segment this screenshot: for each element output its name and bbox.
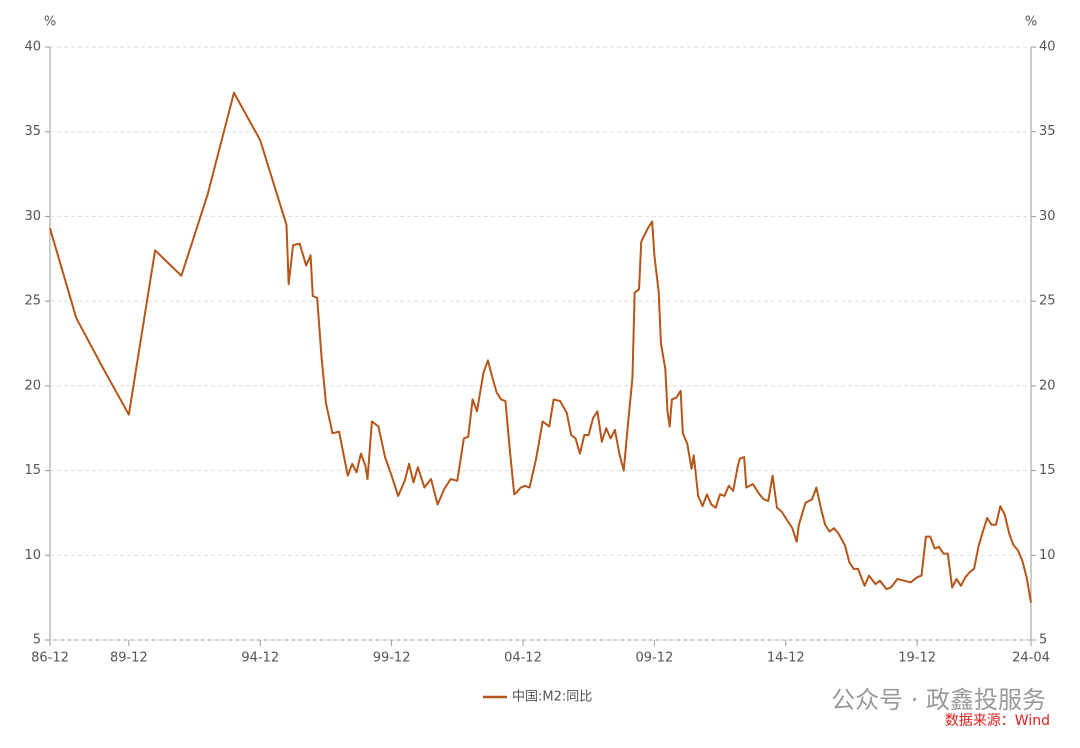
y-tick-label: 30 — [24, 209, 41, 224]
x-tick-label: 19-12 — [898, 651, 936, 666]
y2-tick-label: 5 — [1039, 633, 1047, 648]
y2-tick-label: 30 — [1039, 209, 1056, 224]
y-tick-label: 25 — [24, 294, 41, 309]
y2-unit: % — [1025, 15, 1037, 30]
source: 数据来源：Wind — [945, 713, 1050, 729]
x-tick-label: 14-12 — [767, 651, 805, 666]
x-tick-label: 86-12 — [31, 651, 69, 666]
y2-tick-label: 35 — [1039, 124, 1056, 139]
y-tick-label: 5 — [33, 633, 41, 648]
x-tick-label: 99-12 — [373, 651, 411, 666]
y2-tick-label: 25 — [1039, 294, 1056, 309]
legend-label: 中国:M2:同比 — [512, 690, 592, 705]
x-tick-label: 09-12 — [635, 651, 673, 666]
y-tick-label: 35 — [24, 124, 41, 139]
x-tick-label: 94-12 — [241, 651, 279, 666]
y-unit: % — [44, 15, 56, 30]
y-tick-label: 15 — [24, 463, 41, 478]
y2-tick-label: 20 — [1039, 378, 1056, 393]
x-tick-label: 24-04 — [1012, 651, 1050, 666]
x-tick-label: 89-12 — [110, 651, 148, 666]
watermark: 公众号 · 政鑫投服务 — [831, 686, 1046, 714]
y2-tick-label: 40 — [1039, 40, 1056, 55]
y2-tick-label: 10 — [1039, 548, 1056, 563]
y-tick-label: 20 — [24, 378, 41, 393]
x-tick-label: 04-12 — [504, 651, 542, 666]
y2-tick-label: 15 — [1039, 463, 1056, 478]
y-tick-label: 40 — [24, 40, 41, 55]
y-tick-label: 10 — [24, 548, 41, 563]
line — [49, 91, 1032, 603]
